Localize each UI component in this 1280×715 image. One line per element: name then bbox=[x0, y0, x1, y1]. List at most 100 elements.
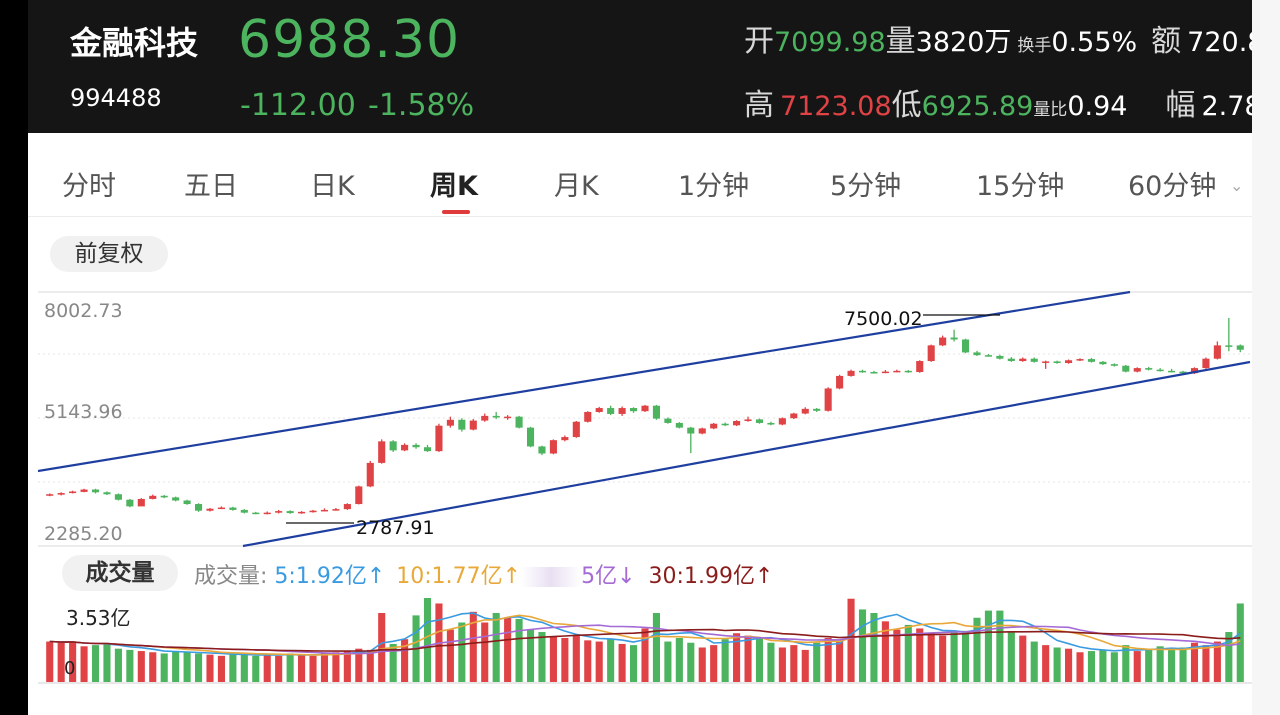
candle-body bbox=[652, 405, 660, 419]
volume-bar bbox=[69, 641, 77, 682]
amplitude-value: 2.78 bbox=[1201, 91, 1252, 122]
volume-bar bbox=[458, 622, 466, 682]
volume-bar bbox=[836, 641, 844, 682]
volume-bar bbox=[916, 628, 924, 682]
candle-body bbox=[996, 355, 1004, 359]
candle-body bbox=[69, 491, 77, 494]
volume-bar bbox=[733, 633, 741, 682]
volume-bar bbox=[492, 612, 500, 682]
ma20-arrow-down-icon: ↓ bbox=[617, 564, 636, 589]
volume-bar bbox=[446, 629, 454, 682]
volume-max-label: 3.53亿 bbox=[66, 606, 131, 630]
volume-bar bbox=[206, 654, 214, 682]
candle-body bbox=[114, 494, 122, 500]
tab-weekly-k[interactable]: 周K bbox=[430, 171, 478, 202]
volume-bar bbox=[824, 637, 832, 682]
candle-body bbox=[378, 441, 386, 463]
volume-ma-legend: 成交量: 5:1.92亿↑ 10:1.77亿↑ 5亿↓ 30:1.99亿↑ bbox=[194, 558, 773, 590]
volume-bar bbox=[973, 617, 981, 682]
tab-60min[interactable]: 60分钟 bbox=[1128, 171, 1217, 202]
candle-body bbox=[1168, 370, 1176, 373]
volume-bar bbox=[217, 655, 225, 682]
ma30-arrow-up-icon: ↑ bbox=[754, 564, 774, 589]
price-change-pct: -1.58% bbox=[368, 88, 475, 123]
volume-ma20: 5亿 bbox=[581, 564, 618, 589]
volume-bar bbox=[984, 610, 992, 682]
candle-body bbox=[172, 497, 180, 501]
volume-bar bbox=[1168, 648, 1176, 682]
candle-body bbox=[492, 415, 500, 418]
volume-bar bbox=[1190, 642, 1199, 682]
candle-body bbox=[46, 494, 54, 496]
candle-body bbox=[870, 372, 878, 374]
volume-bar bbox=[320, 653, 329, 682]
channel-lower-line bbox=[242, 360, 1251, 548]
candle-body bbox=[1042, 361, 1050, 363]
volume-bar bbox=[939, 635, 947, 682]
volume-bar bbox=[1179, 647, 1187, 682]
tab-intraday[interactable]: 分时 bbox=[62, 171, 116, 202]
volume-bar bbox=[80, 646, 88, 682]
candle-body bbox=[137, 498, 145, 507]
chevron-down-icon[interactable]: ⌄ bbox=[1230, 176, 1244, 195]
volume-indicator-button[interactable]: 成交量 bbox=[62, 555, 178, 591]
candle-body bbox=[733, 420, 741, 426]
candle-body bbox=[847, 370, 855, 376]
candle-body bbox=[767, 422, 775, 425]
stock-code: 994488 bbox=[70, 84, 162, 112]
y-axis-bottom-label: 2285.20 bbox=[44, 523, 123, 545]
candle-body bbox=[1110, 364, 1118, 366]
amplitude-label: 幅 bbox=[1165, 88, 1196, 123]
volume-ma10: 10:1.77亿 bbox=[396, 564, 503, 589]
volume-bar bbox=[687, 642, 695, 682]
candle-body bbox=[263, 512, 271, 515]
volume-bar bbox=[675, 637, 683, 682]
kline-chart[interactable] bbox=[38, 290, 1252, 548]
adjust-mode-button[interactable]: 前复权 bbox=[50, 236, 168, 272]
volume-bar bbox=[515, 618, 523, 682]
tab-1min[interactable]: 1分钟 bbox=[678, 171, 750, 202]
candle-body bbox=[298, 511, 306, 514]
candle-body bbox=[755, 419, 764, 423]
candle-body bbox=[984, 355, 992, 357]
volume-bar bbox=[469, 611, 477, 682]
price-change: -112.00 bbox=[240, 88, 356, 123]
candle-body bbox=[389, 441, 397, 451]
candle-body bbox=[1007, 358, 1015, 362]
tab-daily-k[interactable]: 日K bbox=[310, 171, 355, 202]
candle-body bbox=[607, 408, 615, 414]
volume-chart[interactable] bbox=[38, 596, 1252, 686]
tab-five-day[interactable]: 五日 bbox=[184, 171, 238, 202]
tab-15min[interactable]: 15分钟 bbox=[976, 171, 1065, 202]
candle-body bbox=[504, 416, 512, 419]
volume-bar bbox=[57, 642, 65, 682]
candle-body bbox=[790, 413, 798, 419]
candle-body bbox=[572, 421, 580, 438]
volume-bar bbox=[813, 642, 821, 682]
volume-zero-label: 0 bbox=[64, 658, 76, 679]
tab-monthly-k[interactable]: 月K bbox=[554, 171, 599, 202]
amount-value: 720.8 bbox=[1187, 27, 1252, 58]
volume-bar bbox=[1202, 645, 1210, 682]
volume-ma30: 30:1.99亿 bbox=[648, 564, 755, 589]
volume-bar bbox=[1213, 641, 1221, 682]
ma10-arrow-up-icon: ↑ bbox=[502, 564, 522, 589]
candle-body bbox=[858, 370, 867, 373]
tab-5min[interactable]: 5分钟 bbox=[830, 171, 902, 202]
volume-ma-prefix: 成交量: bbox=[194, 564, 268, 589]
candle-body bbox=[664, 418, 672, 423]
candle-body bbox=[1145, 368, 1153, 370]
volume-bar bbox=[744, 635, 752, 682]
volume-bar bbox=[160, 653, 168, 682]
candle-body bbox=[801, 408, 809, 414]
candle-body bbox=[435, 425, 443, 452]
volume-bar bbox=[309, 655, 317, 682]
volume-bar bbox=[1087, 651, 1096, 682]
candle-body bbox=[927, 345, 935, 362]
candle-body bbox=[939, 337, 947, 346]
high-value: 7123.08 bbox=[780, 91, 892, 122]
candle-body bbox=[103, 492, 111, 495]
volume-bar bbox=[572, 635, 580, 682]
candle-body bbox=[423, 447, 432, 452]
